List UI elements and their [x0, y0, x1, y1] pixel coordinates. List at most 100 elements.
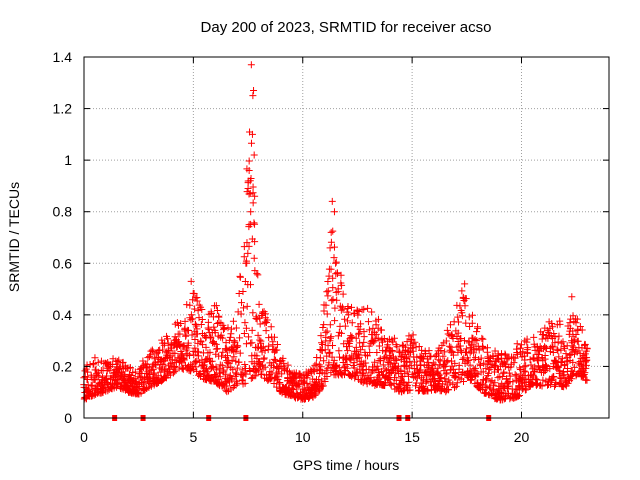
data-point — [180, 356, 188, 364]
data-point — [213, 345, 221, 353]
data-point — [409, 331, 417, 339]
data-point — [337, 329, 345, 337]
data-point — [539, 376, 547, 384]
x-tick-label: 20 — [514, 429, 530, 445]
data-point — [275, 380, 283, 388]
data-point — [513, 340, 521, 348]
data-point — [211, 329, 219, 337]
data-point — [126, 364, 134, 372]
data-point — [242, 259, 250, 267]
data-point — [270, 333, 278, 341]
data-point — [442, 370, 450, 378]
data-point — [294, 380, 302, 388]
data-point — [498, 373, 506, 381]
data-point — [223, 363, 231, 371]
data-point — [555, 353, 563, 361]
data-point — [473, 328, 481, 336]
x-tick-label: 15 — [404, 429, 420, 445]
data-point — [207, 334, 215, 342]
data-point — [392, 369, 400, 377]
data-point — [337, 370, 345, 378]
data-point — [397, 374, 405, 382]
data-point — [401, 343, 409, 351]
x-tick-labels: 0 5 10 15 20 — [80, 429, 529, 445]
data-point — [499, 396, 507, 404]
data-point — [232, 324, 240, 332]
data-point — [171, 349, 179, 357]
data-point — [241, 379, 249, 387]
data-point — [379, 361, 387, 369]
data-point — [443, 358, 451, 366]
data-point — [462, 295, 470, 303]
data-point — [273, 341, 281, 349]
data-point — [238, 299, 246, 307]
data-point — [551, 382, 559, 390]
data-point — [250, 151, 258, 159]
data-point — [341, 322, 349, 330]
data-point — [323, 373, 331, 381]
data-point — [571, 363, 579, 371]
data-point — [269, 338, 277, 346]
data-point — [462, 319, 470, 327]
data-point — [477, 381, 485, 389]
data-point — [148, 346, 156, 354]
data-point — [583, 354, 591, 362]
data-point — [344, 317, 352, 325]
data-point — [177, 319, 185, 327]
data-point — [504, 354, 512, 362]
data-point — [229, 317, 237, 325]
data-point — [254, 366, 262, 374]
data-point — [262, 327, 270, 335]
data-point — [159, 346, 167, 354]
data-point — [352, 334, 360, 342]
data-point — [552, 378, 560, 386]
data-point — [307, 389, 315, 397]
data-point — [581, 369, 589, 377]
data-point — [446, 321, 454, 329]
data-point — [442, 378, 450, 386]
data-point — [227, 325, 235, 333]
data-point — [357, 320, 365, 328]
data-point — [466, 361, 474, 369]
data-point — [248, 130, 256, 138]
data-point — [538, 382, 546, 390]
data-point — [326, 348, 334, 356]
data-point — [372, 330, 380, 338]
data-point — [501, 359, 509, 367]
data-point — [219, 334, 227, 342]
data-point — [374, 315, 382, 323]
data-point — [192, 322, 200, 330]
data-point — [253, 270, 261, 278]
data-point — [365, 326, 373, 334]
data-point — [442, 337, 450, 345]
data-point — [429, 359, 437, 367]
data-point — [222, 377, 230, 385]
data-point — [535, 362, 543, 370]
data-point — [548, 342, 556, 350]
data-point — [458, 287, 466, 295]
y-tick-label: 0.2 — [53, 358, 73, 374]
data-point — [556, 320, 564, 328]
data-point — [566, 319, 574, 327]
data-point — [405, 378, 413, 386]
data-point — [483, 348, 491, 356]
data-point — [223, 388, 231, 396]
data-point — [276, 378, 284, 386]
data-point — [195, 314, 203, 322]
data-point — [341, 315, 349, 323]
data-point — [532, 375, 540, 383]
data-point — [226, 333, 234, 341]
data-point — [326, 321, 334, 329]
data-point — [143, 360, 151, 368]
data-point — [229, 366, 237, 374]
data-point — [339, 290, 347, 298]
data-point — [228, 356, 236, 364]
data-point — [160, 367, 168, 375]
data-point — [256, 320, 264, 328]
data-point — [331, 317, 339, 325]
data-point — [290, 385, 298, 393]
data-point — [263, 316, 271, 324]
data-point — [452, 382, 460, 390]
data-point — [503, 375, 511, 383]
data-point — [194, 352, 202, 360]
